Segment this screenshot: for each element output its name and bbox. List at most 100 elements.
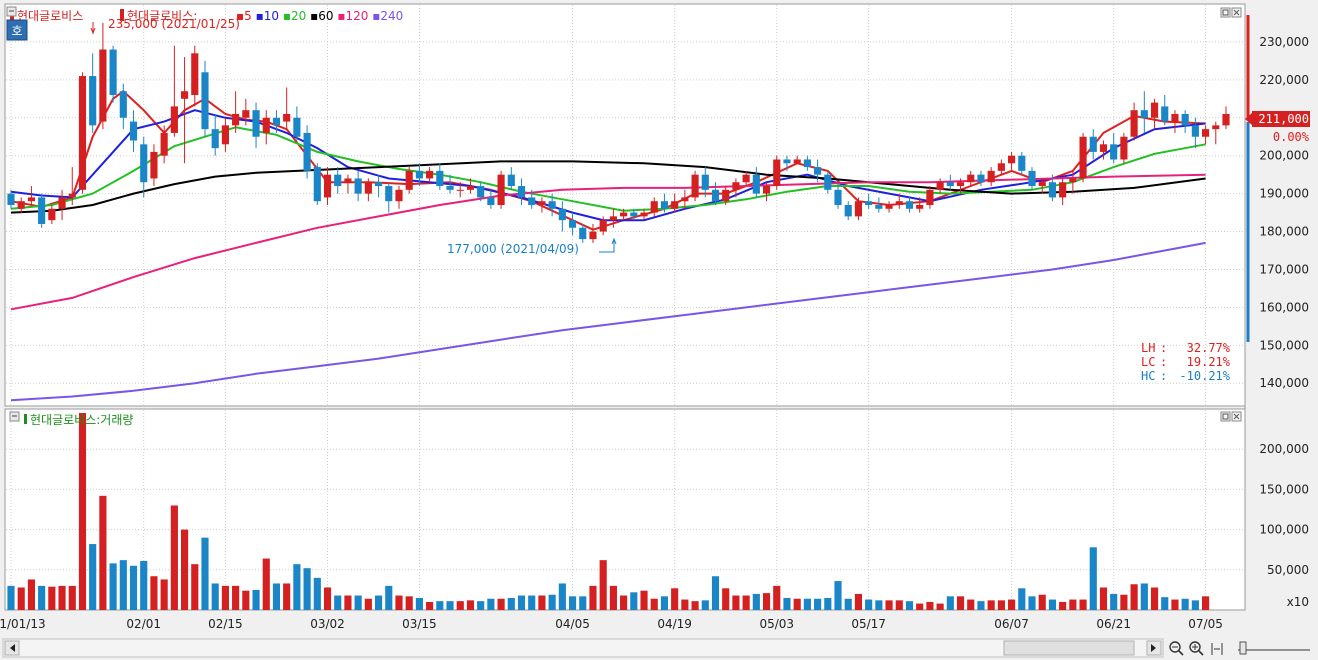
ma-prefix: 현대글로비스:	[127, 9, 197, 23]
volume-bar	[1038, 594, 1046, 610]
candle-body	[191, 53, 199, 96]
candle-body	[599, 220, 607, 232]
candle-body	[762, 186, 771, 194]
volume-bar	[99, 495, 107, 610]
volume-bar	[507, 597, 515, 610]
candle-body	[630, 212, 638, 217]
volume-bar	[589, 585, 597, 610]
fit-range-icon[interactable]	[1211, 643, 1223, 655]
volume-bar	[48, 586, 56, 610]
candle-body	[620, 212, 628, 217]
volume-bar	[170, 505, 178, 610]
zoom-in-icon[interactable]	[1189, 641, 1204, 656]
price-tick-label: 160,000	[1259, 300, 1309, 314]
candle-body	[395, 189, 403, 202]
candle-body	[579, 227, 587, 240]
zoom-out-icon[interactable]	[1169, 641, 1184, 656]
price-tick-label: 190,000	[1259, 187, 1309, 201]
panel-collapse-icon[interactable]	[6, 6, 17, 17]
candle-body	[885, 205, 893, 209]
candle-body	[180, 91, 189, 99]
horizontal-scrollbar[interactable]	[2, 638, 1164, 658]
volume-bar	[773, 585, 781, 610]
volume-bar	[242, 590, 250, 610]
date-tick-label: 05/17	[851, 617, 886, 631]
volume-bar	[752, 593, 760, 610]
candle-body	[293, 117, 301, 137]
volume-bar	[1191, 600, 1199, 610]
price-tick-label: 150,000	[1259, 338, 1309, 352]
side-button-label[interactable]: 호	[11, 24, 22, 38]
volume-bar	[201, 537, 209, 610]
candle-body	[956, 182, 965, 187]
volume-bar	[895, 600, 903, 610]
candle-body	[711, 189, 720, 202]
volume-bar	[89, 544, 97, 610]
volume-panel-maximize-icon[interactable]	[1220, 411, 1231, 422]
svg-text:177,000 (2021/04/09): 177,000 (2021/04/09)	[447, 242, 579, 256]
volume-tick-label: 100,000	[1259, 523, 1309, 537]
candle-body	[201, 72, 209, 130]
volume-bar	[78, 413, 87, 610]
candle-body	[854, 201, 863, 217]
volume-bar	[548, 594, 556, 610]
price-panel	[4, 3, 1246, 407]
candle-body	[426, 170, 434, 179]
candle-body	[967, 174, 975, 183]
candle-body	[660, 201, 669, 209]
price-panel-maximize-icon[interactable]	[1220, 7, 1231, 18]
candle-body	[589, 231, 597, 240]
volume-bar	[630, 592, 638, 610]
candle-body	[1171, 113, 1179, 122]
volume-bar	[834, 581, 842, 610]
price-panel-close-icon[interactable]	[1231, 7, 1242, 18]
candle-body	[487, 197, 495, 205]
price-grid	[6, 5, 1244, 405]
volume-bar	[987, 600, 995, 610]
candle-body	[538, 201, 546, 205]
candle-body	[119, 91, 127, 118]
volume-bar	[814, 598, 822, 610]
volume-panel-close-icon[interactable]	[1231, 411, 1242, 422]
volume-bar	[1130, 584, 1138, 610]
scroll-thumb[interactable]	[1003, 640, 1135, 656]
candle-body	[78, 76, 87, 190]
date-tick-label: 04/19	[657, 617, 692, 631]
volume-bar	[742, 595, 750, 610]
candle-body	[722, 189, 730, 202]
candle-body	[364, 182, 372, 194]
candle-body	[1059, 182, 1067, 198]
price-axis: 140,000 150,000 160,000 170,000 180,000 190,0…	[1259, 35, 1309, 390]
candle-body	[1212, 125, 1220, 130]
volume-bar	[579, 596, 587, 610]
candle-body	[1008, 155, 1016, 164]
ma-legend-240: 240	[380, 9, 403, 23]
candle-body	[477, 186, 485, 198]
volume-grid	[6, 410, 1244, 609]
price-tick-label: 230,000	[1259, 35, 1309, 49]
date-tick-label: 07/05	[1188, 617, 1223, 631]
candle-body	[252, 110, 260, 137]
svg-text:235,000 (2021/01/25): 235,000 (2021/01/25)	[108, 17, 240, 31]
volume-bar	[436, 601, 444, 610]
volume-bar	[160, 579, 168, 610]
volume-bar	[824, 597, 832, 610]
volume-bar	[456, 601, 464, 610]
candle-body	[354, 178, 362, 194]
candle-body	[221, 125, 229, 145]
volume-bar	[916, 603, 924, 610]
candle-body	[334, 174, 342, 187]
candle-body	[211, 129, 219, 149]
candle-body	[1038, 182, 1046, 187]
zoom-slider[interactable]	[1238, 641, 1310, 655]
candle-body	[844, 205, 852, 217]
volume-bar	[1018, 588, 1026, 610]
volume-bar	[1089, 547, 1097, 610]
ma-legend-5: 5	[244, 9, 252, 23]
candle-body	[548, 201, 556, 209]
volume-bar	[374, 595, 383, 610]
candle-body	[170, 106, 178, 133]
candle-body	[89, 76, 97, 126]
side-button[interactable]: 호	[6, 19, 28, 41]
candle-body	[283, 113, 291, 122]
